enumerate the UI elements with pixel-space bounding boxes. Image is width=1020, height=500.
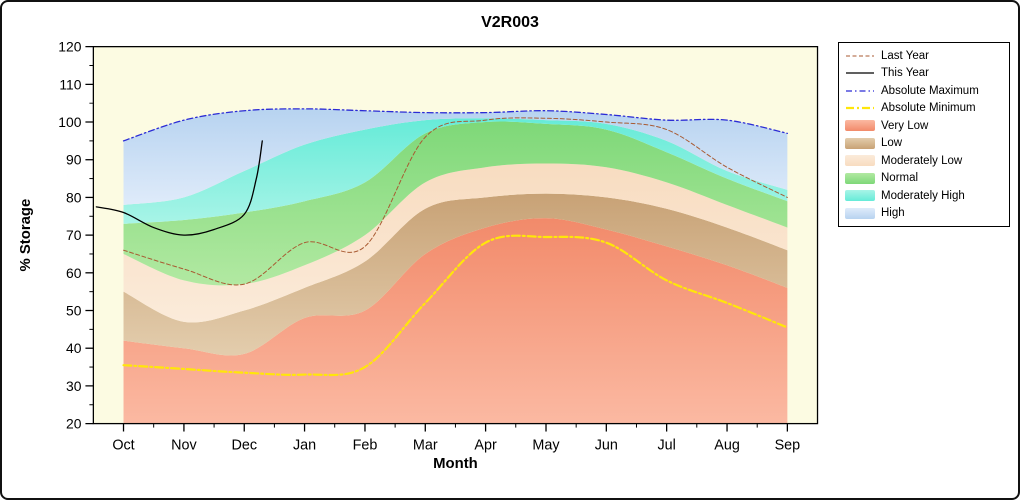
y-tick-label: 120 bbox=[58, 39, 81, 55]
band-moderately-high bbox=[123, 118, 788, 224]
last-year-line bbox=[123, 117, 788, 286]
legend: Last Year This Year Absolute Maximum Absolu… bbox=[838, 42, 1010, 227]
legend-item-last-year: Last Year bbox=[845, 47, 1003, 65]
high-fill-swatch bbox=[845, 207, 875, 219]
band-very-low bbox=[123, 218, 788, 424]
legend-label: Moderately High bbox=[881, 189, 965, 202]
x-tick-label: Jun bbox=[595, 437, 618, 453]
legend-label: Low bbox=[881, 137, 903, 150]
this-year-line bbox=[95, 140, 263, 236]
absolute-minimum-line bbox=[122, 234, 789, 377]
this-year-line-swatch bbox=[846, 72, 874, 74]
y-tick-label: 80 bbox=[66, 189, 82, 205]
x-axis-ticks: Oct Nov Dec Jan Feb Mar Apr May Jun Jul Aug Sep bbox=[112, 423, 801, 453]
y-axis-ticks: 20 30 40 50 60 70 80 90 100 110 120 bbox=[58, 39, 94, 432]
moderately-low-fill-swatch bbox=[845, 155, 875, 167]
moderately-high-fill-swatch bbox=[845, 190, 875, 202]
x-tick-label: Apr bbox=[474, 437, 497, 453]
y-tick-label: 50 bbox=[66, 302, 82, 318]
y-tick-label: 20 bbox=[66, 416, 82, 432]
x-tick-label: Aug bbox=[714, 437, 740, 453]
x-tick-label: Jan bbox=[293, 437, 316, 453]
y-tick-label: 40 bbox=[66, 340, 82, 356]
overlay-lines bbox=[95, 108, 789, 377]
y-axis-title: % Storage bbox=[18, 199, 34, 272]
legend-item-normal: Normal bbox=[845, 170, 1003, 188]
percentile-bands bbox=[123, 108, 788, 424]
y-tick-label: 110 bbox=[59, 76, 81, 92]
normal-fill-swatch bbox=[845, 172, 875, 184]
band-normal bbox=[123, 121, 788, 286]
absolute-maximum-line-swatch bbox=[846, 90, 874, 92]
very-low-fill-swatch bbox=[845, 120, 875, 132]
legend-item-this-year: This Year bbox=[845, 65, 1003, 83]
legend-label: Very Low bbox=[881, 119, 929, 132]
y-tick-label: 100 bbox=[58, 114, 81, 130]
low-fill-swatch bbox=[845, 137, 875, 149]
x-tick-label: May bbox=[532, 437, 560, 453]
legend-item-moderately-high: Moderately High bbox=[845, 187, 1003, 205]
chart-title: V2R003 bbox=[481, 14, 539, 31]
band-low bbox=[123, 193, 788, 356]
x-tick-label: Oct bbox=[112, 437, 134, 453]
legend-item-absolute-maximum: Absolute Maximum bbox=[845, 82, 1003, 100]
band-high bbox=[123, 108, 788, 205]
x-tick-label: Nov bbox=[171, 437, 197, 453]
legend-label: Moderately Low bbox=[881, 154, 963, 167]
legend-item-moderately-low: Moderately Low bbox=[845, 152, 1003, 170]
legend-label: Absolute Minimum bbox=[881, 102, 976, 115]
y-tick-label: 90 bbox=[66, 152, 82, 168]
x-tick-label: Mar bbox=[413, 437, 438, 453]
absolute-maximum-line bbox=[122, 108, 789, 142]
x-axis-title: Month bbox=[433, 456, 478, 472]
y-tick-label: 30 bbox=[66, 378, 82, 394]
x-tick-label: Sep bbox=[775, 437, 801, 453]
legend-item-very-low: Very Low bbox=[845, 117, 1003, 135]
x-tick-label: Jul bbox=[657, 437, 675, 453]
x-tick-label: Dec bbox=[231, 437, 257, 453]
legend-label: Absolute Maximum bbox=[881, 84, 979, 97]
legend-label: This Year bbox=[881, 67, 929, 80]
last-year-line-swatch bbox=[846, 55, 874, 57]
y-tick-label: 60 bbox=[66, 265, 82, 281]
legend-label: High bbox=[881, 207, 905, 220]
legend-label: Normal bbox=[881, 172, 919, 185]
legend-item-absolute-minimum: Absolute Minimum bbox=[845, 100, 1003, 118]
absolute-minimum-line-swatch bbox=[846, 107, 874, 110]
legend-item-low: Low bbox=[845, 135, 1003, 153]
legend-label: Last Year bbox=[881, 49, 929, 62]
legend-item-high: High bbox=[845, 205, 1003, 223]
y-tick-label: 70 bbox=[66, 227, 82, 243]
x-tick-label: Feb bbox=[353, 437, 378, 453]
band-moderately-low bbox=[123, 163, 788, 323]
